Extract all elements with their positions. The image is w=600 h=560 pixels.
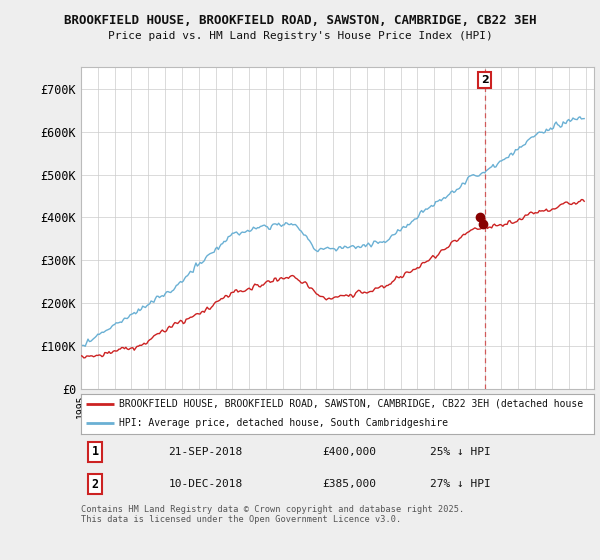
Text: 2: 2 — [481, 75, 488, 85]
Text: BROOKFIELD HOUSE, BROOKFIELD ROAD, SAWSTON, CAMBRIDGE, CB22 3EH (detached house: BROOKFIELD HOUSE, BROOKFIELD ROAD, SAWST… — [119, 399, 584, 409]
Text: 27% ↓ HPI: 27% ↓ HPI — [430, 479, 491, 489]
Text: 10-DEC-2018: 10-DEC-2018 — [168, 479, 242, 489]
Text: 25% ↓ HPI: 25% ↓ HPI — [430, 447, 491, 457]
Text: £400,000: £400,000 — [322, 447, 376, 457]
Text: HPI: Average price, detached house, South Cambridgeshire: HPI: Average price, detached house, Sout… — [119, 418, 448, 428]
Text: 1: 1 — [92, 445, 99, 459]
Text: BROOKFIELD HOUSE, BROOKFIELD ROAD, SAWSTON, CAMBRIDGE, CB22 3EH: BROOKFIELD HOUSE, BROOKFIELD ROAD, SAWST… — [64, 14, 536, 27]
Text: 21-SEP-2018: 21-SEP-2018 — [168, 447, 242, 457]
Text: Contains HM Land Registry data © Crown copyright and database right 2025.
This d: Contains HM Land Registry data © Crown c… — [81, 505, 464, 524]
Text: 2: 2 — [92, 478, 99, 491]
Text: £385,000: £385,000 — [322, 479, 376, 489]
Text: Price paid vs. HM Land Registry's House Price Index (HPI): Price paid vs. HM Land Registry's House … — [107, 31, 493, 41]
